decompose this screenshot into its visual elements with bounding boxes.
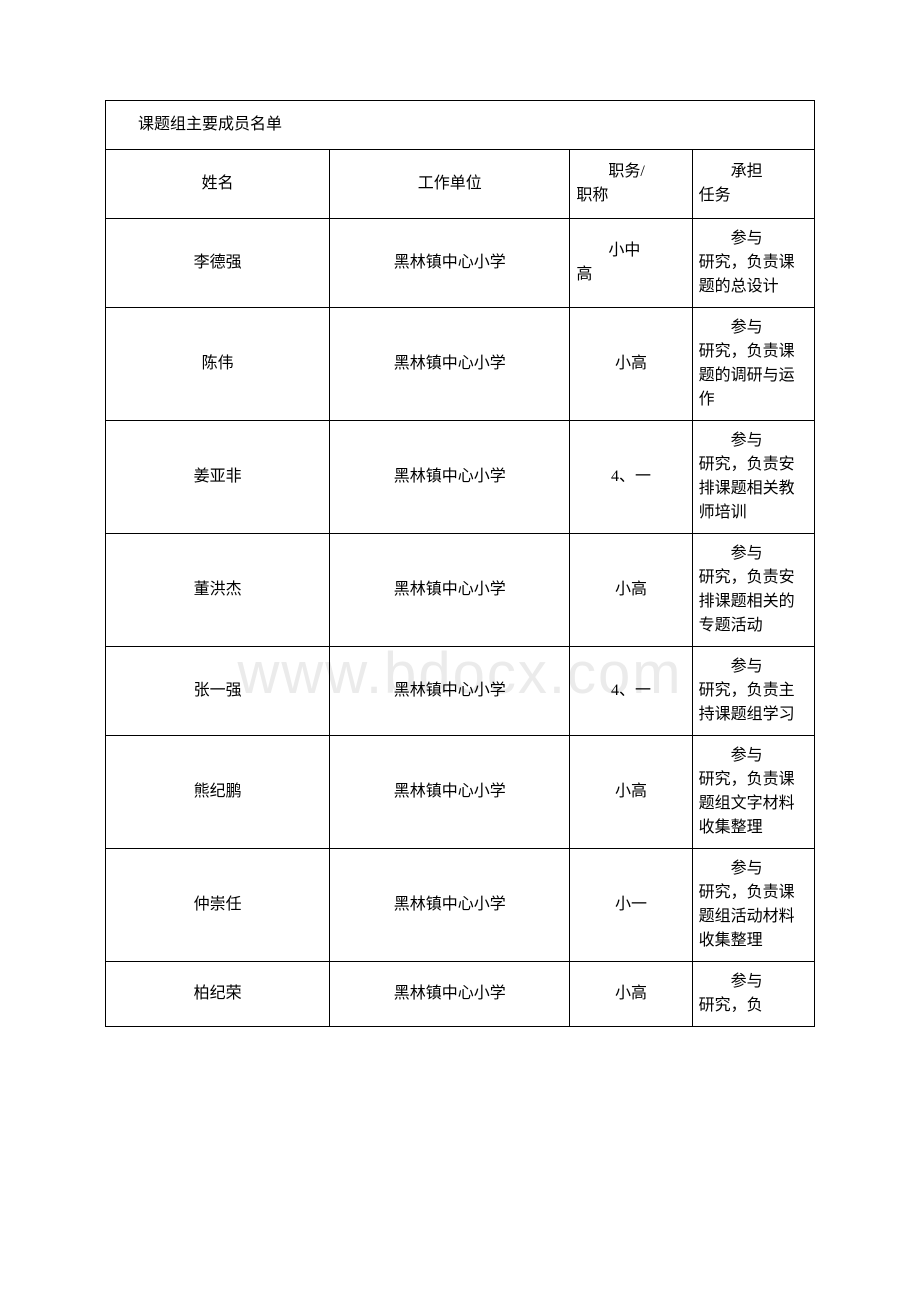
table-body: 李德强黑林镇中心小学小中高参与研究，负责课题的总设计陈伟黑林镇中心小学小高参与研… [106, 219, 815, 1027]
table-header-row: 姓名 工作单位 职务/ 职称 承担 任务 [106, 150, 815, 219]
table-row: 仲崇任黑林镇中心小学小一参与研究，负责课题组活动材料收集整理 [106, 849, 815, 962]
cell-task: 参与研究，负责课题的总设计 [692, 219, 814, 308]
cell-unit: 黑林镇中心小学 [330, 534, 570, 647]
cell-unit: 黑林镇中心小学 [330, 421, 570, 534]
cell-title: 4、一 [570, 647, 692, 736]
cell-title: 小高 [570, 534, 692, 647]
cell-task-rest: 研究，负责安排课题相关的专题活动 [699, 566, 808, 638]
cell-unit: 黑林镇中心小学 [330, 849, 570, 962]
cell-name: 张一强 [106, 647, 330, 736]
cell-title: 小高 [570, 736, 692, 849]
cell-task-line1: 参与 [699, 857, 808, 881]
header-name: 姓名 [106, 150, 330, 219]
header-task-line1: 承担 [699, 160, 808, 184]
cell-unit: 黑林镇中心小学 [330, 219, 570, 308]
header-task-line2: 任务 [699, 184, 808, 208]
table-row: 李德强黑林镇中心小学小中高参与研究，负责课题的总设计 [106, 219, 815, 308]
cell-task: 参与研究，负责课题组文字材料收集整理 [692, 736, 814, 849]
cell-task: 参与研究，负责课题组活动材料收集整理 [692, 849, 814, 962]
header-unit: 工作单位 [330, 150, 570, 219]
cell-unit: 黑林镇中心小学 [330, 647, 570, 736]
cell-task-line1: 参与 [699, 542, 808, 566]
cell-name: 姜亚非 [106, 421, 330, 534]
cell-task: 参与研究，负 [692, 962, 814, 1027]
cell-task-line1: 参与 [699, 227, 808, 251]
cell-task-rest: 研究，负责课题组文字材料收集整理 [699, 768, 808, 840]
table-row: 陈伟黑林镇中心小学小高参与研究，负责课题的调研与运作 [106, 308, 815, 421]
cell-name: 柏纪荣 [106, 962, 330, 1027]
cell-task-line1: 参与 [699, 429, 808, 453]
cell-task-line1: 参与 [699, 970, 808, 994]
header-task: 承担 任务 [692, 150, 814, 219]
table-row: 柏纪荣黑林镇中心小学小高参与研究，负 [106, 962, 815, 1027]
cell-title: 小中高 [570, 219, 692, 308]
header-title: 职务/ 职称 [570, 150, 692, 219]
cell-title: 4、一 [570, 421, 692, 534]
cell-name: 仲崇任 [106, 849, 330, 962]
cell-name: 陈伟 [106, 308, 330, 421]
cell-task-rest: 研究，负责安排课题相关教师培训 [699, 453, 808, 525]
cell-task: 参与研究，负责安排课题相关教师培训 [692, 421, 814, 534]
cell-title: 小高 [570, 308, 692, 421]
cell-task: 参与研究，负责主持课题组学习 [692, 647, 814, 736]
cell-name: 熊纪鹏 [106, 736, 330, 849]
cell-name: 李德强 [106, 219, 330, 308]
cell-task-rest: 研究，负责课题的调研与运作 [699, 340, 808, 412]
cell-unit: 黑林镇中心小学 [330, 736, 570, 849]
cell-title-line2: 高 [576, 263, 685, 287]
table-row: 姜亚非黑林镇中心小学4、一参与研究，负责安排课题相关教师培训 [106, 421, 815, 534]
cell-task-rest: 研究，负责课题的总设计 [699, 251, 808, 299]
table-row: 董洪杰黑林镇中心小学小高参与研究，负责安排课题相关的专题活动 [106, 534, 815, 647]
header-title-line1: 职务/ [576, 160, 685, 184]
table-title-row: 课题组主要成员名单 [106, 101, 815, 150]
header-title-line2: 职称 [576, 184, 685, 208]
cell-unit: 黑林镇中心小学 [330, 308, 570, 421]
cell-unit: 黑林镇中心小学 [330, 962, 570, 1027]
cell-task-rest: 研究，负责课题组活动材料收集整理 [699, 881, 808, 953]
members-table: 课题组主要成员名单 姓名 工作单位 职务/ 职称 承担 任务 李德强黑林镇中心小… [105, 100, 815, 1027]
cell-name: 董洪杰 [106, 534, 330, 647]
cell-title: 小高 [570, 962, 692, 1027]
table-row: 张一强黑林镇中心小学4、一参与研究，负责主持课题组学习 [106, 647, 815, 736]
cell-task-rest: 研究，负责主持课题组学习 [699, 679, 808, 727]
cell-title: 小一 [570, 849, 692, 962]
cell-task: 参与研究，负责安排课题相关的专题活动 [692, 534, 814, 647]
table-title: 课题组主要成员名单 [106, 101, 815, 150]
cell-task-line1: 参与 [699, 655, 808, 679]
cell-task-line1: 参与 [699, 744, 808, 768]
cell-task-line1: 参与 [699, 316, 808, 340]
cell-task-rest: 研究，负 [699, 994, 808, 1018]
cell-title-line1: 小中 [576, 239, 685, 263]
cell-task: 参与研究，负责课题的调研与运作 [692, 308, 814, 421]
table-row: 熊纪鹏黑林镇中心小学小高参与研究，负责课题组文字材料收集整理 [106, 736, 815, 849]
